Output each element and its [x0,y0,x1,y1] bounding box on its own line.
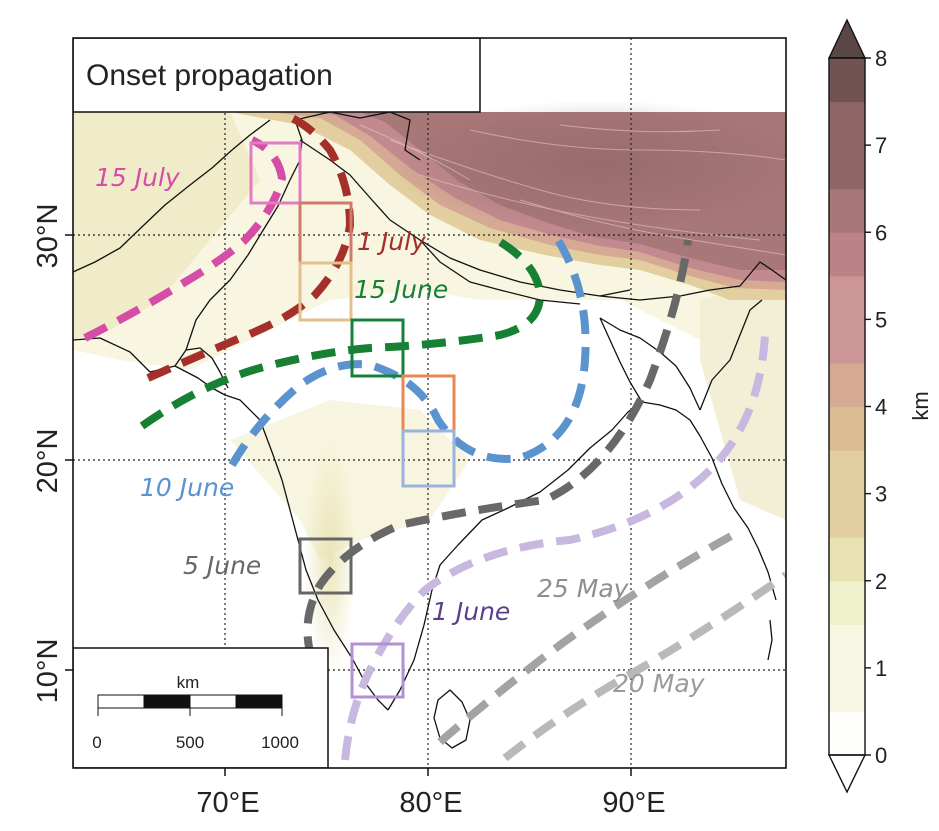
sri-lanka-coastline [433,689,471,749]
colorbar-band [829,58,865,103]
label-10-june: 10 June [140,473,234,502]
label-1-june-text: 1 June [432,597,510,626]
label-15-june: 15 June [354,275,448,304]
colorbar-band [829,450,865,495]
himalaya-northern-border [299,139,631,297]
colorbar-extend-min-triangle [827,754,867,794]
terrain-ridge-texture [359,124,786,256]
colorbar-band [829,406,865,451]
scale-bar-box: km 0 500 1000 [73,647,329,768]
title-box: Onset propagation [73,38,481,113]
colorbar-band [829,319,865,364]
scale-bar-label-500: 500 [176,733,204,752]
india-east-coastline [387,401,643,711]
elevation-colorbar: 0 1 2 3 4 5 6 7 8 km [827,18,933,794]
label-15-july: 15 July [95,163,181,192]
box-purple [350,642,405,699]
box-tan [298,261,353,322]
colorbar-band [829,362,865,407]
colorbar-tick-label: 7 [875,133,887,158]
box-gray [298,537,353,595]
graticule [73,38,786,768]
colorbar-band [829,145,865,190]
bangladesh-border [599,317,643,403]
y-tick-label-20: 20°N [32,429,64,494]
isochrones [83,114,786,762]
colorbar-band [829,537,865,582]
colorbar-band [829,188,865,233]
isochrone-20-may-line [502,571,786,762]
colorbar-band [829,232,865,277]
myanmar-border [699,299,763,411]
map-panel: 15 July 1 July 15 June 10 June 5 June #5… [72,37,787,769]
y-axis: 30°N 20°N 10°N [32,204,73,704]
colorbar-band [829,101,865,146]
northeast-india-border [599,261,786,301]
colorbar-unit-label: km [908,391,933,420]
scale-bar-label-0: 0 [92,733,101,752]
colorbar-tick-label: 5 [875,307,887,332]
land-western-plateau-terrain [73,112,260,340]
isochrone-10-june-line [228,232,590,468]
colorbar-tick-label: 8 [875,46,887,71]
regional-boxes [249,141,456,699]
colorbar-band [829,580,865,625]
andaman-islands [767,619,773,661]
colorbar-band [829,624,865,669]
isochrone-1-june-line [341,334,769,761]
colorbar-extend-max-triangle [827,18,867,59]
x-axis: 70°E 80°E 90°E [196,768,666,819]
label-20-may: 20 May [613,669,706,698]
colorbar-tick-label: 0 [875,743,887,768]
isochrone-15-july-line [83,136,287,342]
isochrone-1-july-line [146,114,355,382]
colorbar-tick-label: 6 [875,220,887,245]
box-lightblue [401,429,456,488]
box-green [350,318,405,378]
label-25-may: 25 May [537,574,630,603]
isochrone-25-may-line [437,526,744,746]
scale-bar-unit: km [177,673,200,692]
label-5-june: 5 June [183,551,261,580]
colorbar-ticks: 0 1 2 3 4 5 6 7 8 [865,46,887,768]
isochrone-5-june-line [303,239,692,662]
pakistan-afghanistan-border [73,119,271,273]
colorbar-band [829,493,865,538]
colorbar-tick-label: 3 [875,482,887,507]
x-tick-label-80: 80°E [399,787,462,819]
box-pink [249,141,302,205]
colorbar-band [829,667,865,712]
colorbar-band [829,711,865,756]
western-ghats-terrain [304,440,356,680]
isochrone-labels: 15 July 1 July 15 June 10 June 5 June #5… [95,163,706,698]
colorbar-tick-label: 4 [875,395,887,420]
bay-of-bengal-north-coastline [641,401,777,601]
x-tick-label-70: 70°E [196,787,259,819]
colorbar-band [829,275,865,320]
gujarat-coastline [174,347,229,389]
map-frame [72,37,787,769]
scale-bar-label-1000: 1000 [261,733,299,752]
colorbar-bands [829,58,865,756]
x-tick-label-90: 90°E [602,787,665,819]
tibetan-plateau-core [390,100,786,230]
scale-bar [97,694,283,716]
y-tick-label-10: 10°N [32,639,64,704]
colorbar-tick-label: 1 [875,656,887,681]
y-tick-label-30: 30°N [32,204,64,269]
map-title: Onset propagation [86,59,333,92]
label-1-july: 1 July [357,227,427,256]
nepal-southern-border [419,239,581,305]
colorbar-tick-label: 2 [875,569,887,594]
